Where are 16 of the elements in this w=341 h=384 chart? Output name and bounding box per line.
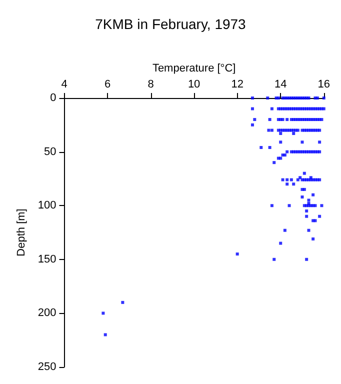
y-tick-label: 100 xyxy=(38,200,56,212)
y-tick-label: 50 xyxy=(44,146,56,158)
x-tick-label: 16 xyxy=(318,78,330,90)
x-tick-label: 14 xyxy=(274,78,287,90)
y-tick-label: 0 xyxy=(50,92,56,104)
x-tick-label: 12 xyxy=(231,78,244,90)
x-tick-label: 6 xyxy=(104,78,111,90)
x-axis-title: Temperature [°C] xyxy=(152,62,236,74)
y-tick-label: 150 xyxy=(38,253,56,266)
x-tick-label: 10 xyxy=(188,78,200,90)
x-tick-label: 4 xyxy=(61,78,68,90)
y-axis-title: Depth [m] xyxy=(16,208,28,256)
x-tick-label: 8 xyxy=(148,78,154,90)
y-tick-label: 250 xyxy=(38,361,56,373)
chart-title: 7KMB in February, 1973 xyxy=(95,16,246,32)
y-tick-label: 200 xyxy=(38,307,56,320)
